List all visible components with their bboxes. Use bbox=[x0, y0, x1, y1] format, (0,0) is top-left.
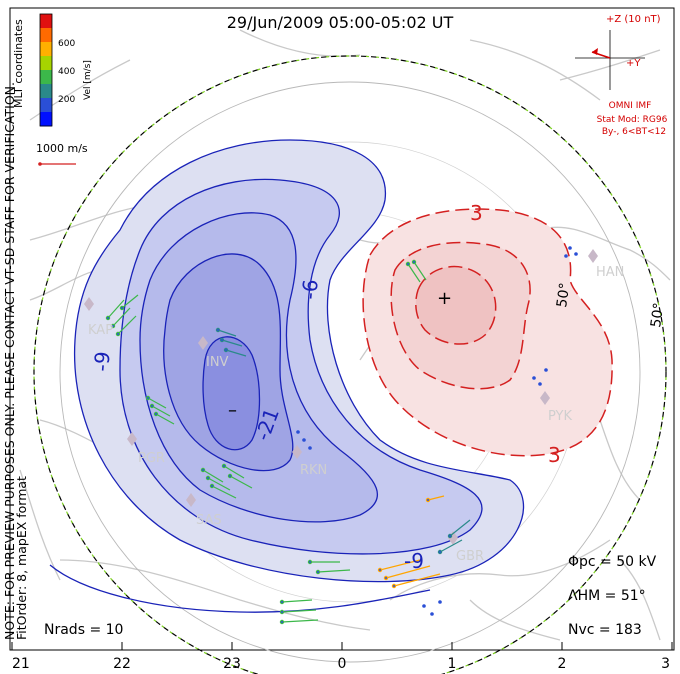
imf-y-label: +Y bbox=[626, 58, 641, 69]
potential-extrema: – + bbox=[228, 288, 452, 421]
station-label: INV bbox=[206, 355, 229, 370]
contour-label: -9 bbox=[404, 549, 424, 573]
latitude-label: 50° bbox=[554, 282, 573, 309]
phi-pc-label: Φpc = 50 kV bbox=[568, 554, 657, 570]
station-label: GBR bbox=[456, 549, 484, 564]
station-marker-pyk bbox=[540, 391, 550, 405]
mlt-tick-label: 23 bbox=[223, 656, 241, 672]
mlt-tick-label: 0 bbox=[338, 656, 347, 672]
scale-vector-label: 1000 m/s bbox=[36, 142, 88, 155]
station-marker-han bbox=[588, 249, 598, 263]
station-marker-inv bbox=[198, 336, 208, 350]
station-labels: KAP INV PGR RKN SAS GBR PYK HAN bbox=[88, 265, 624, 564]
potential-min-marker: – bbox=[228, 400, 237, 421]
contour-label: -9 bbox=[89, 350, 115, 372]
scale-vector: 1000 m/s bbox=[36, 142, 88, 166]
hm-boundary-latitude: ΛHM = 51° bbox=[568, 588, 646, 604]
colorbar-axis-label: Vel [m/s] bbox=[83, 60, 93, 100]
velocity-colorbar: 600 400 200 Vel [m/s] bbox=[39, 13, 93, 127]
neg-contour-inner bbox=[202, 336, 261, 451]
station-label: PYK bbox=[548, 409, 572, 424]
colorbar-swatch bbox=[40, 56, 52, 71]
colorbar-swatch bbox=[40, 84, 52, 99]
contour-label: -6 bbox=[297, 278, 323, 300]
imf-model-label: Stat Mod: RG96 bbox=[597, 115, 668, 125]
contour-labels: -9 -6 -21 -9 3 3 bbox=[89, 201, 561, 573]
station-label: KAP bbox=[88, 323, 113, 338]
potential-max-marker: + bbox=[437, 288, 452, 309]
contour-label: 3 bbox=[470, 201, 483, 225]
colorbar-tick: 200 bbox=[58, 95, 75, 105]
imf-indicator: +Z (10 nT) +Y OMNI IMF Stat Mod: RG96 By… bbox=[575, 14, 668, 137]
colorbar-swatches bbox=[40, 14, 52, 127]
mlt-tick-label: 1 bbox=[448, 656, 457, 672]
velocity-vectors bbox=[105, 246, 578, 625]
station-markers bbox=[84, 249, 598, 545]
contour-label: 3 bbox=[548, 443, 561, 467]
mlt-axis: 21 22 23 0 1 2 3 bbox=[11, 642, 673, 672]
lambda-hm-label: ΛHM = 51° bbox=[568, 588, 646, 604]
colorbar-swatch bbox=[40, 28, 52, 43]
station-label: PGR bbox=[138, 451, 165, 466]
pos-contour-inner bbox=[415, 265, 497, 345]
mlt-tick-label: 3 bbox=[661, 656, 670, 672]
colorbar-swatch bbox=[40, 98, 52, 113]
imf-source-label: OMNI IMF bbox=[609, 101, 652, 111]
imf-condition-label: By-, 6<BT<12 bbox=[602, 127, 666, 137]
radar-count: Nrads = 10 bbox=[44, 622, 123, 638]
heppner-maynard-boundary bbox=[49, 564, 431, 613]
cross-polar-potential: Φpc = 50 kV bbox=[568, 554, 657, 570]
station-label: SAS bbox=[196, 513, 222, 528]
station-label: HAN bbox=[596, 265, 624, 280]
negative-potential-cell bbox=[73, 139, 525, 583]
station-marker-kap bbox=[84, 297, 94, 311]
colorbar-swatch bbox=[40, 14, 52, 29]
station-marker-rkn bbox=[292, 445, 302, 459]
colorbar-swatch bbox=[40, 70, 52, 85]
colorbar-tick: 600 bbox=[58, 39, 75, 49]
fit-order-note: FitOrder: 8, mapEX format bbox=[14, 476, 29, 640]
station-label: RKN bbox=[300, 463, 327, 478]
latitude-label: 50° bbox=[648, 302, 667, 329]
nvc-label: Nvc = 183 bbox=[568, 622, 642, 638]
latitude-labels: 50° 50° bbox=[554, 282, 667, 329]
map-title: 29/Jun/2009 05:00-05:02 UT bbox=[227, 13, 454, 32]
colorbar-swatch bbox=[40, 112, 52, 127]
nrads-label: Nrads = 10 bbox=[44, 622, 123, 638]
statistics: Φpc = 50 kV ΛHM = 51° Nvc = 183 Nrads = … bbox=[44, 554, 657, 638]
vector-count: Nvc = 183 bbox=[568, 622, 642, 638]
preview-note: NOTE: FOR PREVIEW PURPOSES ONLY. PLEASE … bbox=[2, 82, 17, 640]
mlt-tick-label: 21 bbox=[12, 656, 30, 672]
mlt-tick-label: 22 bbox=[113, 656, 131, 672]
station-marker-sas bbox=[186, 493, 196, 507]
mlt-tick-label: 2 bbox=[558, 656, 567, 672]
mlt-coordinates-label: MLT coordinates bbox=[12, 19, 25, 108]
imf-magnitude-label: +Z (10 nT) bbox=[606, 14, 661, 25]
colorbar-tick: 400 bbox=[58, 67, 75, 77]
station-marker-pgr bbox=[127, 432, 137, 446]
colorbar-swatch bbox=[40, 42, 52, 57]
